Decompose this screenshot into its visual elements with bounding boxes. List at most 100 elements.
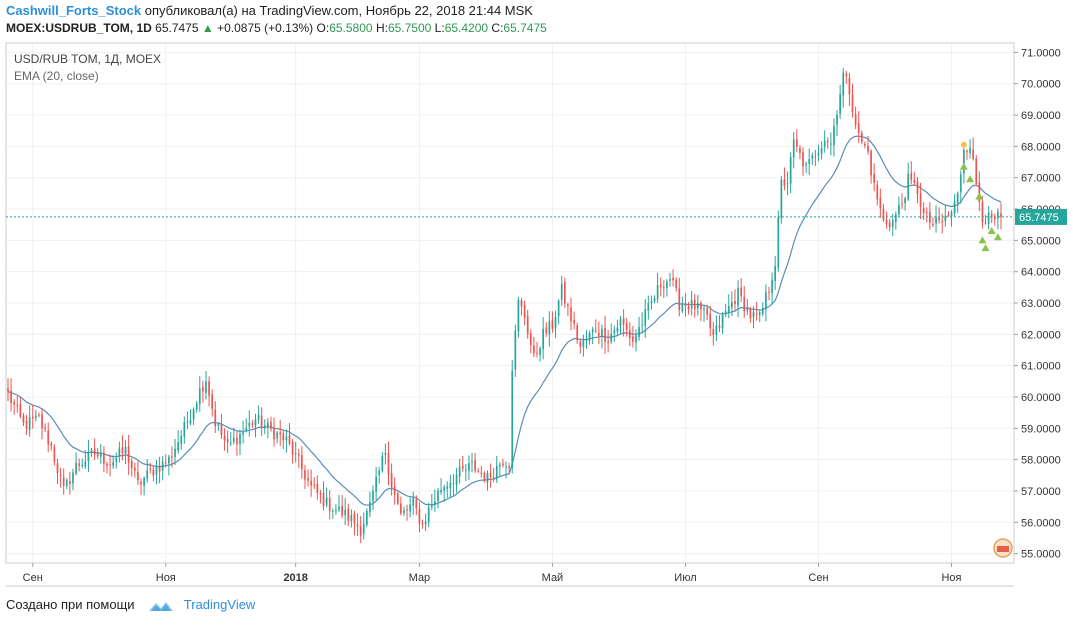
candle-body [727, 305, 730, 313]
candle-body [50, 443, 53, 446]
y-tick-label: 57.0000 [1021, 486, 1061, 498]
y-tick-label: 56.0000 [1021, 517, 1061, 529]
tradingview-logo-icon [149, 601, 174, 611]
candle-body [666, 281, 668, 288]
candle-body [502, 463, 504, 466]
candle-body [997, 211, 999, 219]
indicator-label[interactable]: EMA (20, close) [14, 69, 99, 83]
candle-body [607, 341, 609, 343]
candle-body [830, 143, 832, 145]
candle-body [653, 298, 656, 302]
candle-body [168, 456, 170, 464]
candle-body [72, 472, 74, 484]
candle-body [678, 288, 681, 310]
candle-body [669, 279, 671, 281]
candle-body [409, 504, 412, 512]
candle-body [959, 174, 962, 193]
candle-body [400, 503, 402, 514]
candle-body [656, 285, 659, 300]
candle-body [632, 336, 634, 342]
candle-body [588, 332, 591, 341]
candle-body [489, 473, 492, 477]
candle-body [950, 212, 953, 217]
candle-body [582, 339, 585, 347]
low-value: 65.4200 [444, 21, 489, 35]
candle-body [291, 441, 294, 455]
candle-body [316, 484, 319, 494]
candle-body [372, 490, 374, 502]
candle-body [724, 311, 727, 314]
candle-body [709, 313, 712, 329]
footer-brand-link[interactable]: TradingView [183, 597, 256, 612]
candle-body [823, 140, 826, 147]
candle-body [690, 299, 693, 309]
candle-body [622, 318, 625, 325]
candle-body [935, 216, 937, 224]
candle-body [901, 203, 903, 205]
candle-body [811, 155, 814, 159]
candle-body [198, 388, 201, 405]
chart-grid [6, 43, 1014, 563]
candle-body [845, 73, 848, 77]
candle-body [873, 173, 876, 183]
x-tick-label: Сен [23, 572, 43, 584]
candle-body [771, 280, 773, 294]
candle-body [325, 497, 328, 506]
candle-body [186, 421, 189, 423]
candle-body [638, 326, 640, 337]
low-label: L: [434, 21, 445, 35]
y-tick-label: 55.0000 [1021, 549, 1061, 561]
y-tick-label: 64.0000 [1021, 267, 1061, 279]
candle-body [161, 461, 164, 471]
x-tick-label: Ноя [156, 572, 176, 584]
candle-body [737, 287, 739, 306]
candle-body [814, 156, 817, 158]
candle-body [533, 345, 535, 354]
candle-body [93, 448, 96, 455]
candle-body [164, 462, 167, 464]
candle-body [625, 323, 628, 331]
candle-body [458, 466, 461, 477]
candle-body [16, 405, 19, 407]
author-link[interactable]: Cashwill_Forts_Stock [6, 3, 142, 18]
candle-body [307, 477, 309, 481]
candle-body [25, 420, 28, 429]
candle-body [331, 510, 334, 512]
candle-body [90, 450, 93, 453]
candle-body [696, 302, 699, 309]
candle-body [517, 300, 520, 332]
candle-body [870, 151, 872, 176]
candle-body [932, 223, 934, 226]
candle-body [375, 476, 377, 492]
candle-body [353, 513, 356, 524]
candle-body [304, 470, 306, 480]
candle-body [19, 404, 22, 417]
candle-body [922, 208, 925, 213]
event-flag-icon [997, 546, 1009, 552]
candle-body [263, 425, 266, 429]
y-tick-label: 62.0000 [1021, 329, 1061, 341]
last-price-label: 65.7475 [1019, 212, 1059, 224]
candle-body [944, 215, 947, 221]
candle-body [792, 139, 795, 158]
candle-body [746, 307, 749, 311]
y-tick-label: 59.0000 [1021, 423, 1061, 435]
candle-body [672, 277, 674, 281]
last-price-badge [1015, 208, 1067, 225]
candle-body [381, 456, 384, 471]
x-tick-label: Май [542, 572, 564, 584]
candle-body [41, 414, 43, 429]
candle-body [158, 466, 161, 472]
y-tick-label: 58.0000 [1021, 455, 1061, 467]
candle-body [294, 453, 297, 455]
candle-body [715, 325, 718, 335]
candle-body [675, 279, 678, 288]
candle-body [208, 381, 210, 396]
candle-body [406, 509, 408, 511]
candle-body [434, 501, 436, 505]
candle-body [486, 472, 489, 483]
candle-body [542, 328, 545, 350]
candle-body [171, 456, 173, 458]
candle-body [635, 335, 637, 343]
